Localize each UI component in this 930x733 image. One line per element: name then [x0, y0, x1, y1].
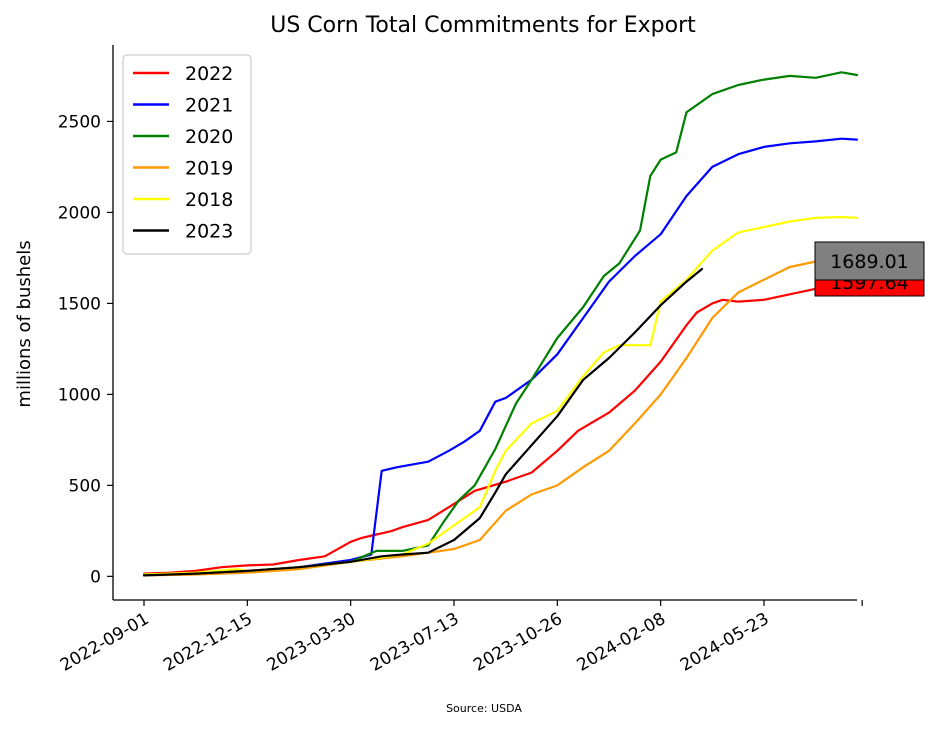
end-label-box-2023 [814, 241, 925, 281]
plot-area: 0 500 1000 1500 2000 2500 2022-09-01 2022-12-15… [57, 45, 925, 676]
legend-label-2023: 2023 [185, 221, 233, 243]
legend-label-2021: 2021 [185, 95, 233, 117]
x-tick-label: 2022-12-15 [160, 609, 256, 676]
x-tick-label: 2023-03-30 [264, 609, 360, 676]
y-tick-label: 2500 [58, 112, 101, 132]
y-tick-label: 500 [69, 476, 101, 496]
series-line-2023 [142, 267, 704, 577]
series-line-2018 [142, 215, 859, 576]
x-tick-label: 2023-07-13 [367, 609, 463, 676]
x-tick-label: 2024-05-23 [677, 609, 773, 676]
y-tick-label: 1500 [58, 294, 101, 314]
series-line-2020 [142, 71, 859, 576]
chart-title: US Corn Total Commitments for Export [270, 13, 696, 38]
y-tick-label: 1000 [58, 385, 101, 405]
legend-label-2020: 2020 [185, 126, 233, 148]
y-tick-label: 2000 [58, 203, 101, 223]
y-axis-label: millions of bushels [14, 240, 35, 407]
x-tick-label: 2022-09-01 [57, 609, 153, 676]
end-label-2023: 1689.01 [830, 251, 909, 273]
source-note: Source: USDA [446, 702, 522, 715]
series-line-2022 [142, 284, 859, 575]
legend-label-2022: 2022 [185, 63, 233, 85]
legend-label-2019: 2019 [185, 158, 233, 180]
series-line-2019 [142, 255, 859, 577]
x-tick-label: 2023-10-26 [470, 609, 566, 676]
legend-label-2018: 2018 [185, 189, 233, 211]
x-tick-label: 2024-02-08 [574, 609, 670, 676]
y-tick-label: 0 [90, 567, 101, 587]
